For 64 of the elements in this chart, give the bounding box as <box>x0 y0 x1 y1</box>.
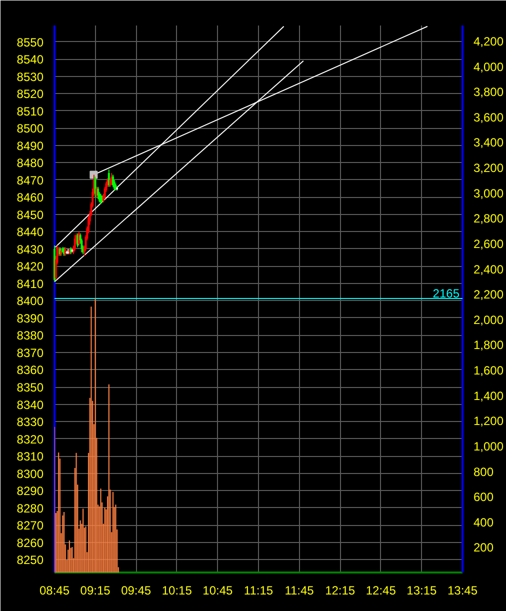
y-tick-label: 8440 <box>16 225 44 240</box>
x-tick-label: 11:45 <box>284 584 314 598</box>
y2-tick-label: 2,600 <box>474 236 504 251</box>
y-tick-label: 8410 <box>16 276 44 291</box>
x-tick-label: 11:15 <box>244 584 274 598</box>
y2-tick-label: 3,000 <box>474 186 504 200</box>
y-tick-label: 8370 <box>16 346 44 360</box>
y-tick-label: 8480 <box>16 156 44 170</box>
y2-tick-label: 1,000 <box>474 439 504 454</box>
y-tick-label: 8330 <box>16 415 44 430</box>
y-tick-label: 8510 <box>16 104 44 118</box>
y-tick-label: 8250 <box>16 553 44 568</box>
y2-tick-label: 600 <box>474 490 494 504</box>
y-tick-label: 8500 <box>16 122 44 136</box>
y2-tick-label: 3,800 <box>474 85 504 100</box>
y-tick-label: 8320 <box>16 432 44 446</box>
y-tick-label: 8390 <box>16 311 44 326</box>
y2-tick-label: 3,600 <box>474 110 504 124</box>
y-tick-label: 8400 <box>16 294 44 308</box>
y-tick-label: 8520 <box>16 87 44 102</box>
y2-tick-label: 800 <box>474 464 494 479</box>
y-tick-label: 8420 <box>16 260 44 274</box>
x-tick-label: 12:45 <box>366 584 396 598</box>
y2-tick-label: 200 <box>474 540 494 555</box>
x-tick-label: 08:45 <box>39 584 70 598</box>
y-tick-label: 8450 <box>16 208 44 222</box>
x-tick-label: 09:15 <box>80 584 111 598</box>
y-tick-label: 8530 <box>16 70 44 84</box>
y2-tick-label: 2,800 <box>474 212 504 226</box>
y2-tick-label: 400 <box>474 515 494 530</box>
y-tick-label: 8550 <box>16 35 44 50</box>
y2-tick-label: 3,200 <box>474 161 504 175</box>
y-tick-label: 8280 <box>16 501 44 516</box>
y-tick-label: 8350 <box>16 380 44 395</box>
y2-tick-label: 2,000 <box>474 312 504 327</box>
y-tick-label: 8310 <box>16 450 44 464</box>
y-tick-label: 8380 <box>16 328 44 343</box>
y-tick-label: 8470 <box>16 173 44 188</box>
y2-tick-label: 3,400 <box>474 136 504 150</box>
y-tick-label: 8430 <box>16 242 44 256</box>
x-tick-label: 13:45 <box>447 584 478 598</box>
y-tick-label: 8360 <box>16 363 44 378</box>
ref-line-label: 2165 <box>432 286 460 300</box>
x-tick-label: 10:15 <box>162 584 192 598</box>
y-tick-label: 8340 <box>16 398 44 412</box>
y2-tick-label: 1,800 <box>474 338 504 352</box>
x-tick-label: 09:45 <box>121 584 152 598</box>
y-tick-label: 8290 <box>16 484 44 498</box>
x-tick-label: 10:45 <box>202 584 234 598</box>
y2-tick-label: 2,400 <box>474 262 504 276</box>
x-tick-label: 13:15 <box>406 584 438 598</box>
y2-tick-label: 2,200 <box>474 288 504 302</box>
y-tick-label: 8260 <box>16 536 44 550</box>
y2-tick-label: 1,400 <box>474 388 504 403</box>
x-tick-label: 12:15 <box>325 584 356 598</box>
y2-tick-label: 4,200 <box>474 34 504 48</box>
y-tick-label: 8460 <box>16 190 44 205</box>
y-tick-label: 8270 <box>16 518 44 533</box>
y-tick-label: 8540 <box>16 52 44 67</box>
y-tick-label: 8490 <box>16 138 44 153</box>
y2-tick-label: 4,000 <box>474 60 504 74</box>
y2-tick-label: 1,200 <box>474 414 504 428</box>
y2-tick-label: 1,600 <box>474 364 504 378</box>
y-tick-label: 8300 <box>16 466 44 481</box>
